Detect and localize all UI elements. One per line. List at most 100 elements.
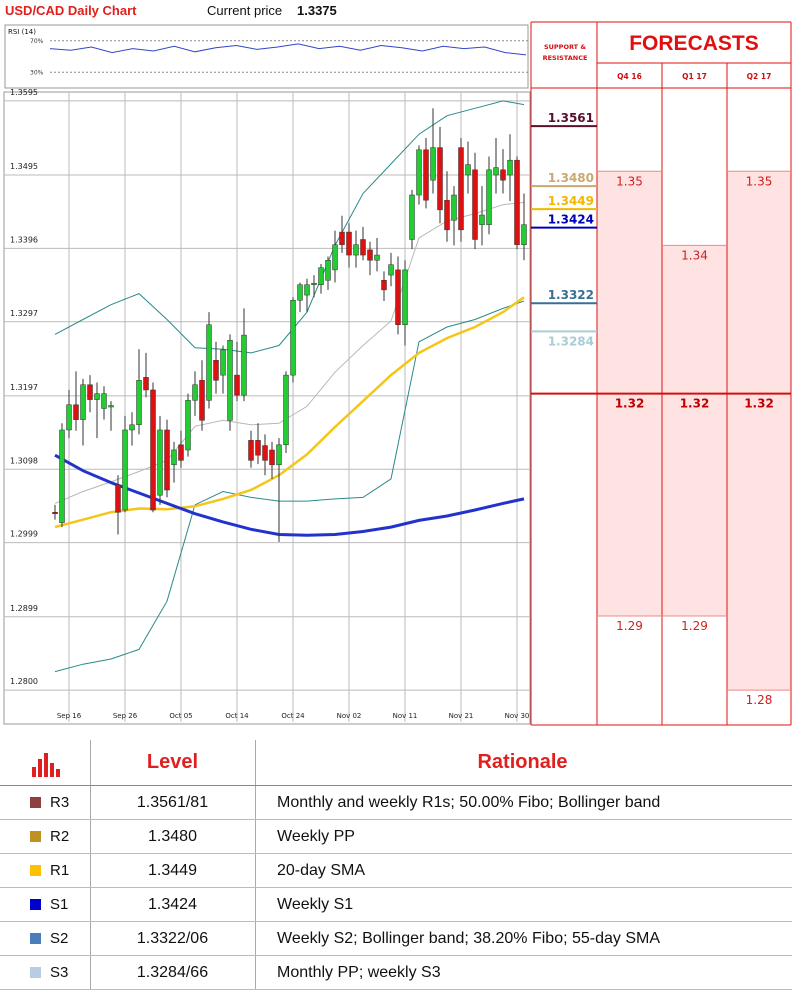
x-tick-label: Sep 16 [57, 712, 82, 720]
current-price-label: Current price [207, 3, 283, 18]
candle-body [80, 384, 86, 420]
candle-body [311, 282, 317, 285]
candle-body [472, 169, 478, 240]
y-tick-label: 1.3595 [10, 88, 38, 97]
x-tick-label: Oct 14 [225, 712, 249, 720]
candle-body [325, 259, 331, 281]
rsi-frame [4, 24, 529, 89]
candle-body [360, 239, 366, 256]
col-line [90, 854, 91, 887]
col-line [90, 956, 91, 989]
y-tick-label: 1.3098 [10, 456, 38, 465]
color-swatch [30, 967, 41, 978]
forecast-range [727, 171, 791, 691]
candle-body [248, 440, 254, 461]
level-cell: 1.3449 [148, 861, 197, 879]
y-tick-label: 1.2999 [10, 530, 38, 539]
candle-body [423, 149, 429, 201]
col-line [90, 922, 91, 955]
x-tick-label: Oct 24 [281, 712, 305, 720]
col-line [255, 854, 256, 887]
candle-body [416, 149, 422, 196]
level-cell: 1.3561/81 [136, 793, 209, 811]
candle-body [73, 404, 79, 420]
candle-body [381, 280, 387, 291]
row-name: S3 [50, 964, 69, 981]
rationale-cell: 20-day SMA [277, 861, 366, 879]
candle-body [129, 424, 135, 431]
table-row: S2 1.3322/06 Weekly S2; Bollinger band; 38… [0, 922, 792, 956]
color-swatch [30, 899, 41, 910]
icon [30, 740, 70, 785]
forecast-value: 1.29 [616, 619, 643, 633]
table-row: S3 1.3284/66 Monthly PP; weekly S3 [0, 956, 792, 990]
col-line [255, 820, 256, 853]
indicator-line [54, 300, 525, 673]
forecast-range [662, 245, 727, 617]
rsi-title: RSI (14) [8, 28, 36, 36]
rationale-cell: Monthly PP; weekly S3 [277, 963, 441, 981]
candle-body [437, 147, 443, 211]
forecast-value: 1.32 [615, 397, 645, 411]
candle-body [101, 393, 107, 409]
rsi-tick-label: 70% [30, 38, 44, 45]
col-line [90, 740, 91, 785]
forecast-value: 1.32 [744, 397, 774, 411]
forecast-value: 1.28 [746, 693, 773, 707]
candle-body [290, 300, 296, 376]
table: Level Rationale R3 1.3561/81 Monthly and w… [0, 740, 792, 990]
candle-body [213, 360, 219, 381]
forecast-value: 1.32 [680, 397, 710, 411]
rationale-cell: Weekly PP [277, 827, 355, 845]
candle-body [409, 194, 415, 240]
y-tick-label: 1.2899 [10, 604, 38, 613]
candle-body [283, 374, 289, 446]
col-line [255, 956, 256, 989]
candle-body [304, 284, 310, 296]
candle-body [500, 169, 506, 181]
candle-body [234, 374, 240, 396]
candle-body [486, 169, 492, 225]
candle-body [206, 324, 212, 401]
x-tick-label: Nov 02 [337, 712, 362, 720]
column-label: Q1 17 [682, 72, 707, 81]
candle-body [178, 444, 184, 461]
level-cell: 1.3284/66 [136, 963, 209, 981]
color-swatch [30, 797, 41, 808]
candle-body [150, 389, 156, 511]
candle-body [262, 445, 268, 461]
plot-frame [3, 91, 531, 725]
forecast-value: 1.34 [681, 248, 708, 262]
forecast-frame [530, 21, 792, 726]
row-name: S2 [50, 930, 69, 947]
table-row: S1 1.3424 Weekly S1 [0, 888, 792, 922]
candle-body [367, 249, 373, 261]
candle-body [402, 269, 408, 325]
forecast-title: FORECASTS [629, 32, 759, 55]
forecast-value: 1.35 [746, 174, 773, 188]
table-row: R2 1.3480 Weekly PP [0, 820, 792, 854]
candle-body [269, 449, 275, 466]
candle-body [388, 264, 394, 276]
row-name: R1 [50, 862, 70, 879]
sr-label: 1.3322 [548, 288, 594, 302]
candle-body [458, 147, 464, 231]
table-row: R3 1.3561/81 Monthly and weekly R1s; 50.00… [0, 786, 792, 820]
forecast-value: 1.29 [681, 619, 708, 633]
rationale-cell: Weekly S1 [277, 895, 354, 913]
color-swatch [30, 933, 41, 944]
row-name: S1 [50, 896, 69, 913]
y-tick-label: 1.3495 [10, 162, 38, 171]
header-cell: Rationale [477, 751, 568, 773]
forecast-value: 1.35 [616, 174, 643, 188]
level-cell: 1.3424 [148, 895, 197, 913]
rsi-line [49, 43, 527, 56]
table-row: R1 1.3449 20-day SMA [0, 854, 792, 888]
candle-body [136, 380, 142, 426]
candle-body [276, 444, 282, 466]
candle-body [122, 429, 128, 511]
y-tick-label: 1.3197 [10, 383, 38, 392]
column-label: Q4 16 [617, 72, 642, 81]
candle-body [59, 429, 65, 523]
sr-label: 1.3561 [548, 111, 594, 125]
